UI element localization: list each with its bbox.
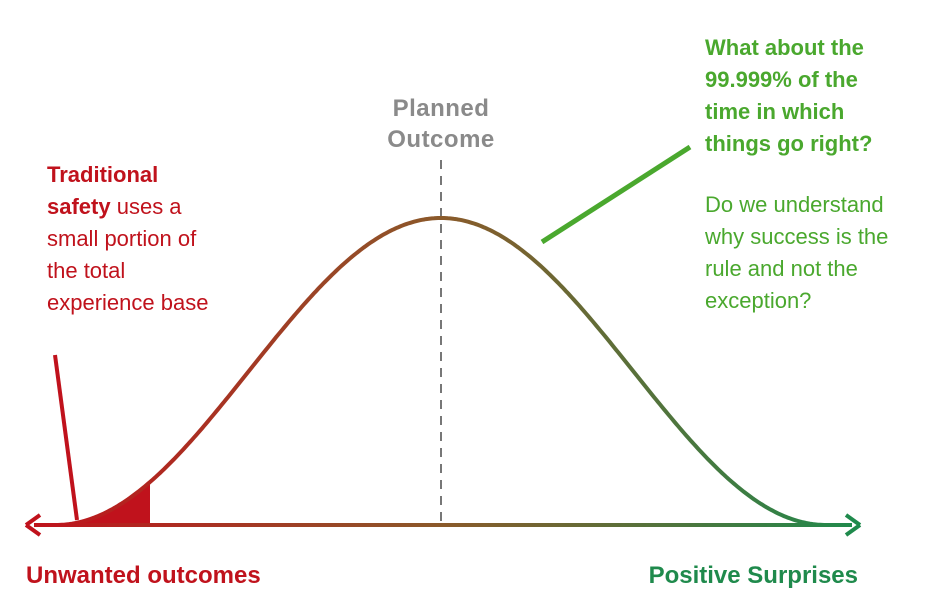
note-bold: Traditional bbox=[47, 162, 158, 187]
left-pointer bbox=[53, 354, 79, 521]
left-note: Traditional safety uses a small portion … bbox=[47, 162, 208, 315]
right-arrow bbox=[844, 513, 862, 537]
note-text: rule and not the bbox=[705, 256, 858, 281]
note-text: Do we understand bbox=[705, 192, 884, 217]
note-text: the total bbox=[47, 258, 125, 283]
note-text: why success is the bbox=[704, 224, 888, 249]
note-text: small portion of bbox=[47, 226, 197, 251]
right-note: What about the 99.999% of the time in wh… bbox=[704, 35, 888, 313]
left-arrow bbox=[24, 513, 42, 537]
right-pointer bbox=[540, 144, 692, 245]
note-text: experience base bbox=[47, 290, 208, 315]
tail-area bbox=[75, 482, 150, 525]
axis-label-right: Positive Surprises bbox=[649, 562, 858, 589]
planned-label: Outcome bbox=[387, 126, 495, 153]
note-bold: time in which bbox=[705, 99, 844, 124]
note-text: exception? bbox=[705, 288, 811, 313]
planned-label: Planned bbox=[393, 95, 490, 122]
note-bold: safety bbox=[47, 194, 111, 219]
note-bold: What about the bbox=[705, 35, 864, 60]
note-bold: things go right? bbox=[705, 131, 872, 156]
note-text: uses a bbox=[117, 194, 183, 219]
note-line: safety uses a bbox=[47, 194, 182, 219]
bell-curve bbox=[40, 216, 842, 527]
axis-label-left: Unwanted outcomes bbox=[26, 562, 261, 589]
note-bold: 99.999% of the bbox=[705, 67, 858, 92]
